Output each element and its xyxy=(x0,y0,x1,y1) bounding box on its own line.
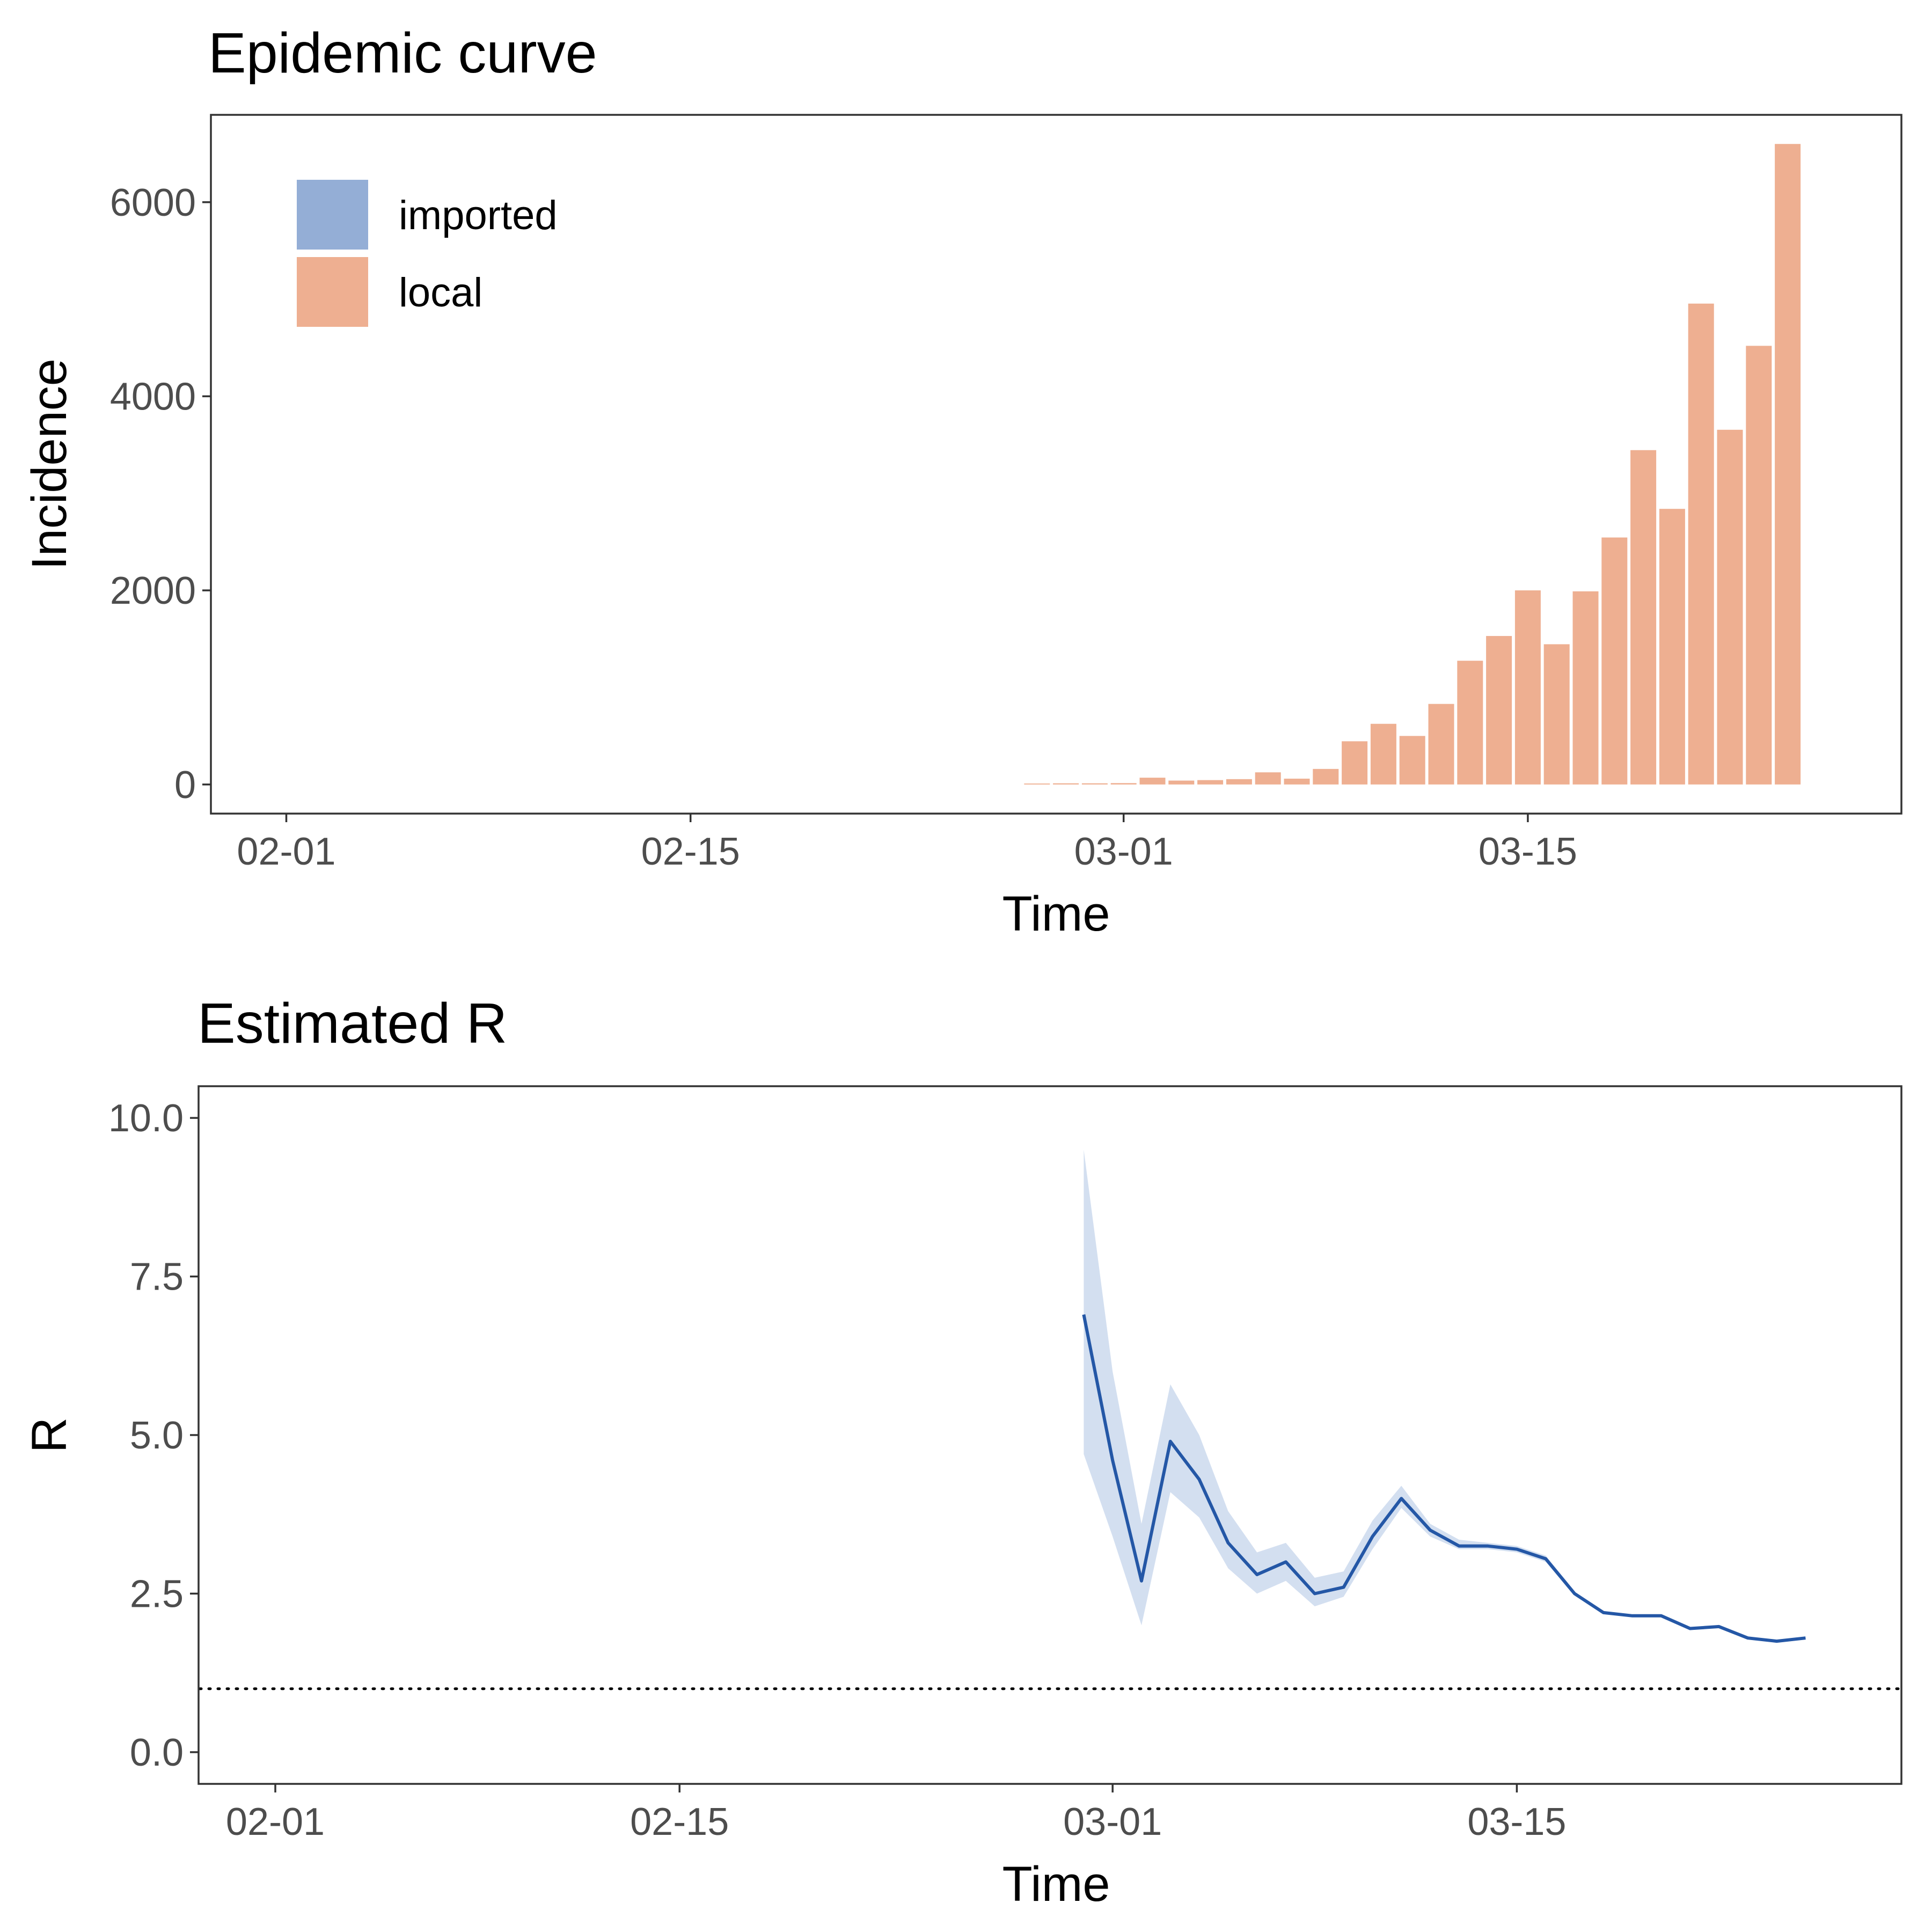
y-tick-label: 4000 xyxy=(110,375,196,418)
bar-local-03-21 xyxy=(1688,303,1714,785)
bar-local-03-17 xyxy=(1572,591,1599,785)
epidemic-curve-panel: Epidemic curve imported local 0 2000 4000 6… xyxy=(22,21,1902,941)
legend-label-imported: imported xyxy=(399,193,558,238)
legend-key-imported xyxy=(297,180,368,250)
epidemic-curve-bars xyxy=(1024,144,1801,785)
bar-local-03-15 xyxy=(1514,590,1541,785)
x-tick-label: 03-01 xyxy=(1063,1801,1162,1843)
y-tick-label: 6000 xyxy=(110,181,196,224)
estimated-r-x-axis: 02-01 02-15 03-01 03-15 xyxy=(226,1784,1566,1843)
r-mean-line xyxy=(1082,1314,1806,1643)
x-tick-label: 02-01 xyxy=(226,1801,325,1843)
bar-local-03-22 xyxy=(1717,429,1743,785)
epidemic-curve-x-axis: 02-01 02-15 03-01 03-15 xyxy=(237,814,1577,873)
bar-local-03-03 xyxy=(1168,780,1195,785)
bar-local-03-05 xyxy=(1226,779,1252,785)
x-tick-label: 03-01 xyxy=(1074,830,1173,873)
epidemic-curve-y-axis-title: Incidence xyxy=(22,358,77,570)
x-tick-label: 03-15 xyxy=(1479,830,1577,873)
bar-local-03-04 xyxy=(1197,780,1224,785)
bar-local-03-19 xyxy=(1630,450,1657,785)
estimated-r-y-axis-title: R xyxy=(22,1417,77,1453)
y-tick-label: 10.0 xyxy=(108,1097,184,1140)
y-tick-label: 7.5 xyxy=(130,1256,184,1299)
y-tick-label: 0 xyxy=(174,764,196,807)
bar-local-03-16 xyxy=(1543,644,1570,785)
legend-label-local: local xyxy=(399,270,482,316)
bar-local-03-01 xyxy=(1110,783,1137,785)
bar-local-03-20 xyxy=(1659,509,1685,785)
legend-key-local xyxy=(297,257,368,327)
x-tick-label: 02-01 xyxy=(237,830,335,873)
epidemic-curve-x-axis-title: Time xyxy=(1002,887,1110,941)
x-tick-label: 02-15 xyxy=(641,830,740,873)
estimated-r-panel: Estimated R 0.02.55.07.510.0 02-01 02-15 0… xyxy=(22,992,1902,1912)
bar-local-03-09 xyxy=(1342,741,1368,785)
bar-local-03-18 xyxy=(1601,537,1628,785)
bar-local-02-28 xyxy=(1053,783,1079,785)
bar-local-03-08 xyxy=(1313,769,1339,785)
y-tick-label: 5.0 xyxy=(130,1414,184,1457)
bar-local-02-27 xyxy=(1024,783,1050,785)
y-tick-label: 2000 xyxy=(110,569,196,612)
epidemic-curve-y-axis: 0 2000 4000 6000 xyxy=(110,181,211,807)
epidemic-curve-legend: imported local xyxy=(297,180,558,327)
bar-local-03-14 xyxy=(1486,636,1512,785)
bar-local-03-13 xyxy=(1457,661,1483,785)
bar-local-03-06 xyxy=(1255,772,1281,785)
bar-local-03-12 xyxy=(1428,704,1454,785)
x-tick-label: 03-15 xyxy=(1467,1801,1566,1843)
estimated-r-y-axis: 0.0 2.5 5.0 7.5 10.0 xyxy=(108,1097,199,1774)
x-tick-label: 02-15 xyxy=(630,1801,729,1843)
bar-local-03-23 xyxy=(1746,346,1772,785)
bar-local-03-02 xyxy=(1139,778,1166,785)
bar-local-03-07 xyxy=(1284,778,1310,785)
epidemic-curve-panel-border xyxy=(210,114,1902,815)
y-tick-label: 2.5 xyxy=(130,1572,184,1615)
estimated-r-title: Estimated R xyxy=(197,992,507,1055)
bar-local-03-10 xyxy=(1370,723,1396,785)
y-tick-label: 0.0 xyxy=(130,1731,184,1774)
bar-local-03-24 xyxy=(1775,144,1801,785)
bar-local-02-29 xyxy=(1081,783,1108,785)
bar-local-03-11 xyxy=(1399,736,1425,785)
estimated-r-x-axis-title: Time xyxy=(1002,1857,1110,1912)
epidemic-curve-title: Epidemic curve xyxy=(208,21,597,85)
